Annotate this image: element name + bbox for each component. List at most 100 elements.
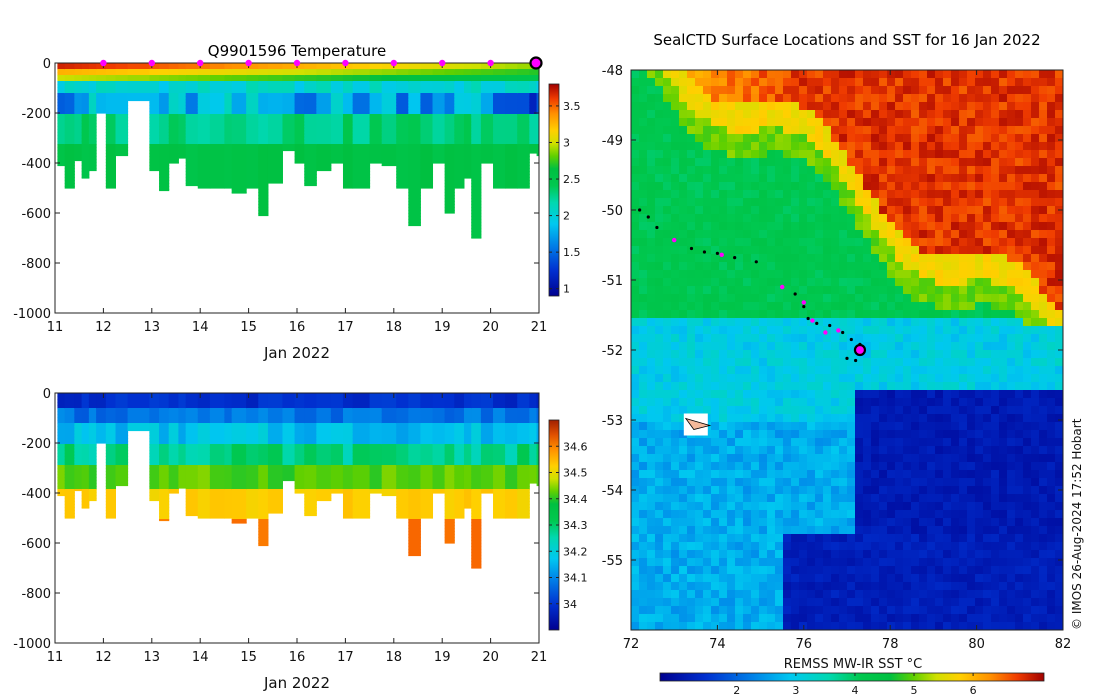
section-cell [224,120,233,124]
section-cell [105,177,116,181]
section-cell [127,420,150,424]
section-cell [294,411,305,415]
section-cell [408,450,421,454]
sst-cell [775,142,784,151]
section-cell [352,177,371,181]
sst-cell [951,134,960,143]
section-cell [159,417,170,421]
section-cell [115,402,129,406]
section-cell [396,483,409,487]
section-cell [64,462,75,466]
section-cell [316,165,332,169]
section-cell [342,417,354,421]
section-cell [64,171,75,175]
section-cell [529,450,538,454]
section-cell [454,123,465,127]
sst-cell [639,142,648,151]
sst-cell [719,246,728,255]
sst-cell [639,126,648,135]
sst-cell [647,150,656,159]
sst-cell [919,110,928,119]
sst-cell [911,150,920,159]
section-cell [316,75,332,79]
sst-cell [743,182,752,191]
section-cell [408,156,421,160]
section-cell [304,108,317,112]
section-cell [420,504,434,508]
section-cell [480,156,494,160]
section-cell [81,462,90,466]
section-cell [316,486,332,490]
section-cell [178,462,187,466]
section-cell [81,435,90,439]
section-cell [408,552,421,556]
section-cell [454,144,465,148]
section-cell [463,84,472,88]
sst-cell [935,110,944,119]
section-cell [517,102,530,106]
section-cell [444,108,455,112]
x-tick-label: 19 [434,320,451,335]
sst-cell [871,270,880,279]
section-cell [224,78,233,82]
section-cell [168,456,179,460]
section-cell [463,444,472,448]
sst-cell [1039,118,1048,127]
sst-cell [679,190,688,199]
sst-cell [863,158,872,167]
sst-cell [927,230,936,239]
section-cell [197,459,211,463]
section-cell [88,132,97,136]
section-cell [64,156,75,160]
section-cell [105,102,116,106]
sst-cell [783,110,792,119]
sst-cell [999,126,1008,135]
section-cell [505,492,518,496]
section-cell [408,435,421,439]
section-cell [178,420,187,424]
section-cell [258,405,269,409]
sst-cell [751,254,760,263]
section-cell [420,468,434,472]
sst-cell [767,222,776,231]
section-cell [267,486,283,490]
section-cell [88,63,97,67]
section-cell [231,462,247,466]
section-cell [294,87,305,91]
section-cell [57,153,66,157]
section-cell [246,165,259,169]
sst-cell [735,150,744,159]
section-cell [57,486,66,490]
section-cell [197,78,211,82]
section-cell [258,117,269,121]
sst-cell [655,174,664,183]
section-cell [81,432,90,436]
section-cell [224,87,233,91]
section-cell [105,141,116,145]
section-cell [64,483,75,487]
section-cell [493,456,506,460]
sst-cell [1015,118,1024,127]
section-cell [115,405,129,409]
section-cell [420,456,434,460]
sst-cell [735,126,744,135]
section-cell [369,474,383,478]
section-cell [74,483,83,487]
section-cell [258,141,269,145]
sst-cell [999,78,1008,87]
section-cell [493,432,506,436]
section-cell [224,405,233,409]
sst-cell [687,182,696,191]
section-cell [408,447,421,451]
section-cell [88,78,97,82]
sst-cell [887,126,896,135]
section-cell [57,435,66,439]
sst-cell [1031,190,1040,199]
section-cell [185,504,199,508]
section-cell [57,144,66,148]
sst-cell [703,118,712,127]
section-cell [471,459,482,463]
section-cell [471,426,482,430]
sst-cell [815,238,824,247]
sst-cell [727,142,736,151]
